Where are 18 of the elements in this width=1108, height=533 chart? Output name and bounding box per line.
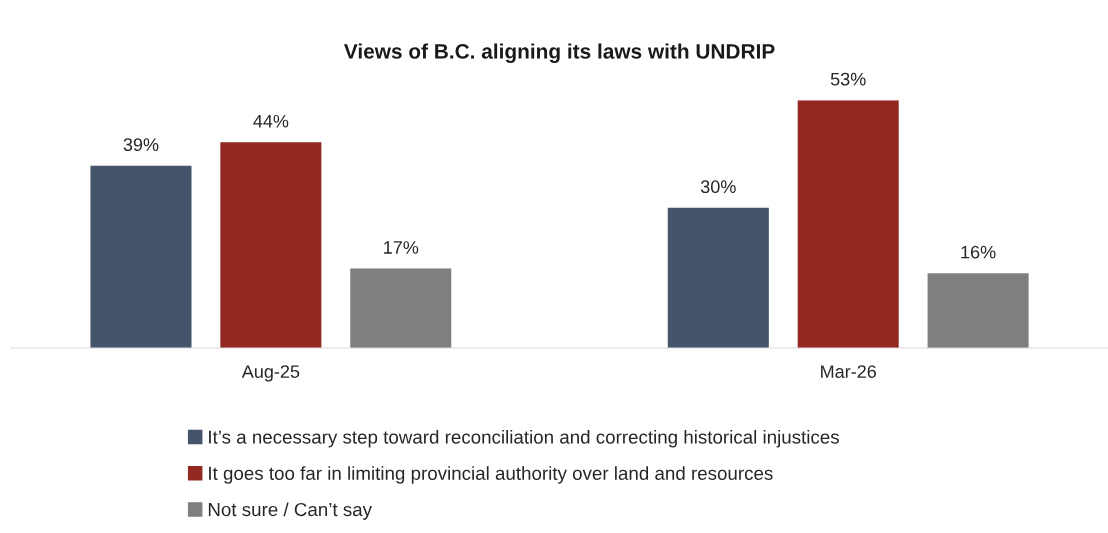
bar (797, 100, 899, 349)
legend-label: It’s a necessary step toward reconciliation and correcting historical injustices (209, 429, 839, 448)
data-label: 17% (384, 241, 419, 254)
bar (350, 268, 452, 349)
data-label: 44% (253, 114, 289, 128)
data-label: 39% (123, 138, 159, 151)
bar (927, 273, 1029, 349)
legend-label: It goes too far in limiting provincial authority over land and resources (209, 466, 773, 484)
x-tick-label: Aug-25 (241, 365, 300, 382)
data-label: 53% (830, 72, 866, 86)
chart-title: Views of B.C. aligning its laws with UNDRIP (343, 43, 775, 63)
data-label: 30% (700, 180, 736, 194)
data-label: 16% (961, 245, 996, 259)
legend-label: Not sure / Can’t say (208, 502, 372, 520)
bar (220, 142, 322, 349)
x-tick-label: Mar-26 (821, 365, 877, 378)
bar (90, 165, 192, 349)
bar (667, 207, 769, 349)
